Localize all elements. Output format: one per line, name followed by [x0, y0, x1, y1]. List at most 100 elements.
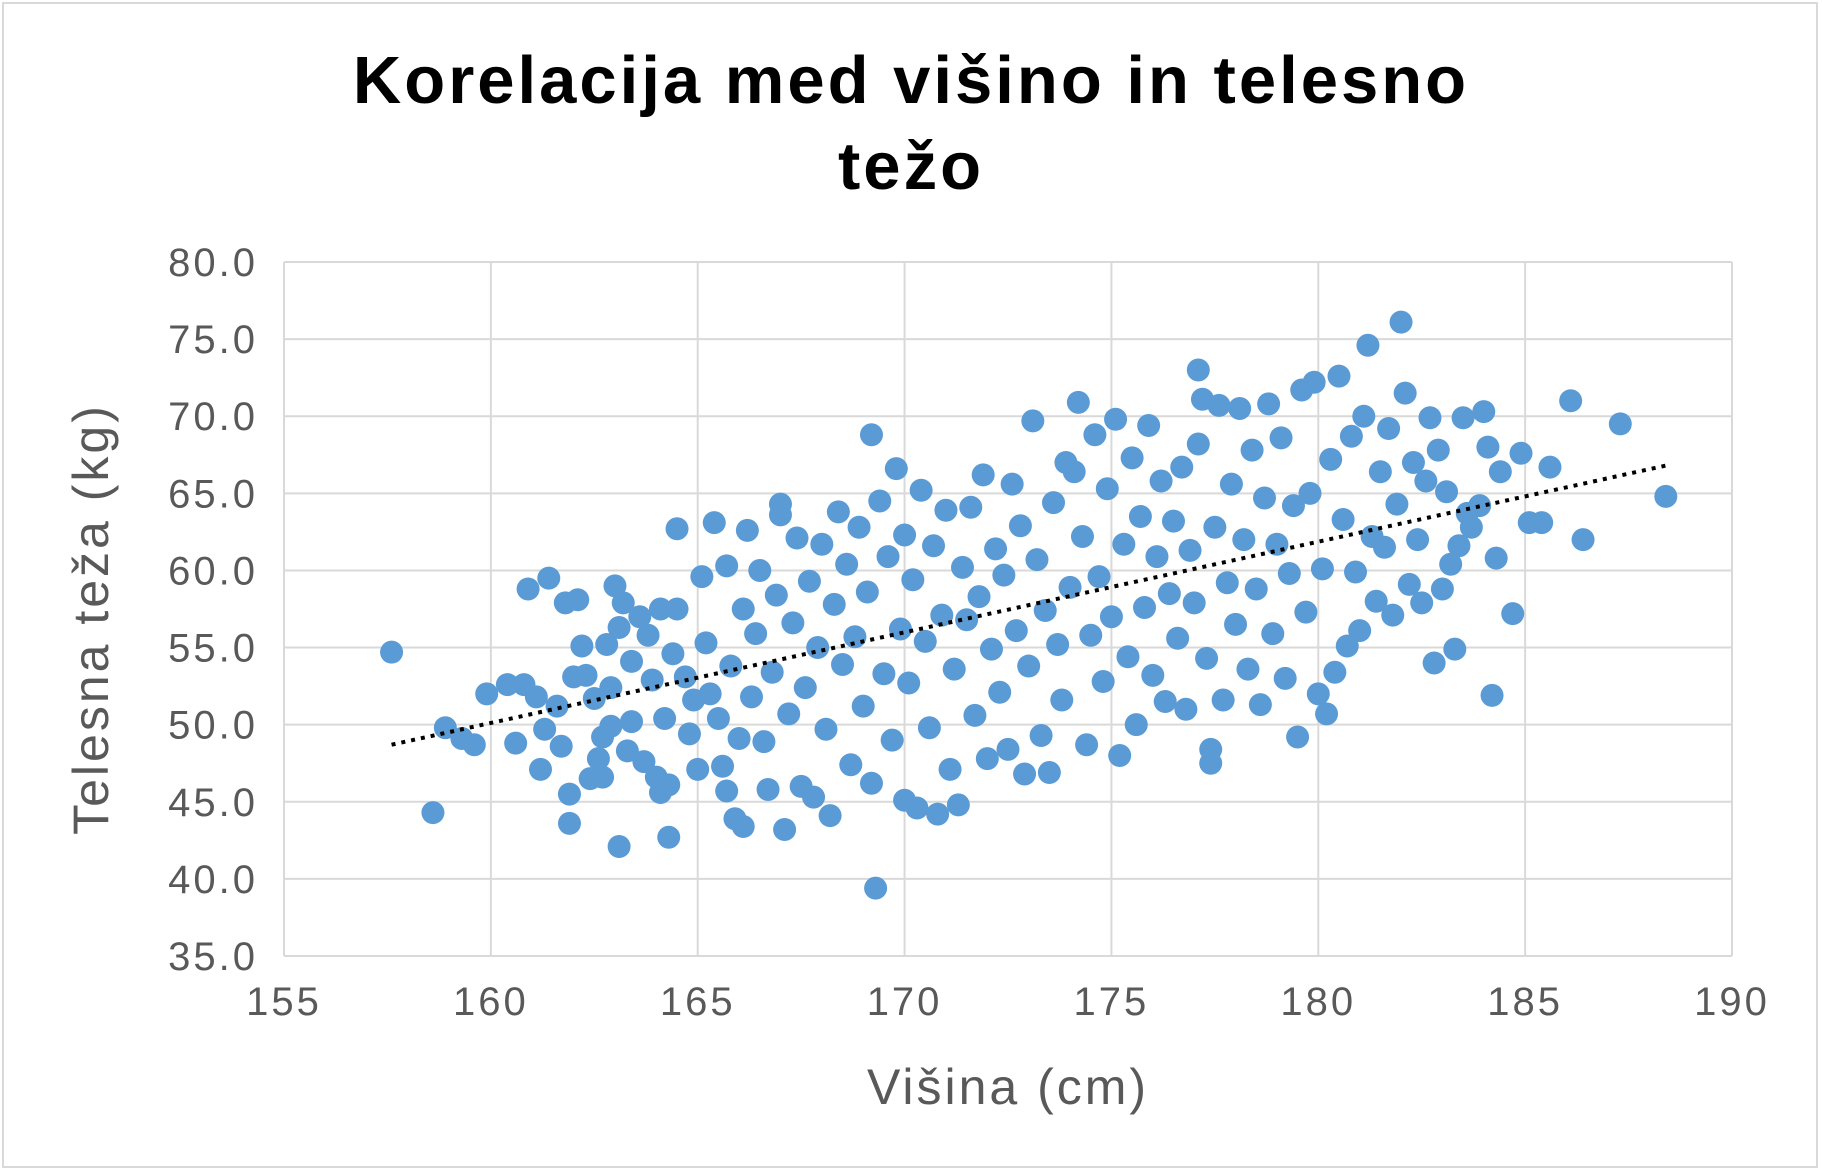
- data-point: [893, 523, 917, 547]
- data-point: [826, 500, 850, 524]
- data-point: [1253, 486, 1277, 510]
- y-tick-label: 35.0: [168, 935, 258, 979]
- data-point: [698, 682, 722, 706]
- data-point: [1029, 723, 1053, 747]
- data-point: [657, 773, 681, 797]
- data-point: [764, 583, 788, 607]
- y-tick-label: 40.0: [168, 858, 258, 902]
- data-point: [648, 597, 672, 621]
- data-point: [917, 716, 941, 740]
- data-point: [599, 714, 623, 738]
- data-point: [653, 706, 677, 730]
- data-point: [1319, 447, 1343, 471]
- data-point: [1137, 413, 1161, 437]
- data-point: [797, 569, 821, 593]
- data-point: [752, 730, 776, 754]
- data-point: [615, 739, 639, 763]
- data-point: [1257, 392, 1281, 416]
- data-point: [1000, 472, 1024, 496]
- data-point: [1099, 605, 1123, 629]
- data-point: [897, 671, 921, 695]
- data-point: [524, 685, 548, 709]
- data-point: [1157, 582, 1181, 606]
- data-point: [1315, 702, 1339, 726]
- chart-title: Korelacija med višino in telesno težo: [0, 38, 1822, 210]
- data-point: [1215, 571, 1239, 595]
- data-point: [1273, 666, 1297, 690]
- data-point: [955, 608, 979, 632]
- data-point: [1286, 725, 1310, 749]
- data-point: [657, 825, 681, 849]
- data-point: [1240, 438, 1264, 462]
- data-point: [1186, 358, 1210, 382]
- data-point: [1364, 589, 1388, 613]
- data-point: [1116, 645, 1140, 669]
- data-point: [702, 511, 726, 535]
- data-point: [715, 779, 739, 803]
- data-point: [529, 757, 553, 781]
- data-point: [1269, 426, 1293, 450]
- data-point: [984, 537, 1008, 561]
- data-point: [843, 625, 867, 649]
- data-point: [1559, 389, 1583, 413]
- data-point: [1480, 683, 1504, 707]
- data-point: [1571, 528, 1595, 552]
- data-point: [756, 777, 780, 801]
- data-point: [1182, 591, 1206, 615]
- data-point: [1410, 591, 1434, 615]
- data-point: [926, 802, 950, 826]
- data-point: [665, 597, 689, 621]
- data-point: [934, 498, 958, 522]
- data-point: [1468, 494, 1492, 518]
- data-point: [1083, 423, 1107, 447]
- data-point: [677, 722, 701, 746]
- data-point: [706, 706, 730, 730]
- data-point: [731, 597, 755, 621]
- data-point: [996, 737, 1020, 761]
- data-point: [1323, 660, 1347, 684]
- x-tick-label: 170: [867, 980, 943, 1024]
- data-point: [1372, 535, 1396, 559]
- data-point: [975, 747, 999, 771]
- data-point: [719, 654, 743, 678]
- data-point: [1199, 737, 1223, 761]
- data-point: [545, 694, 569, 718]
- data-point: [1112, 532, 1136, 556]
- y-axis-title: Telesna teža (kg): [63, 403, 119, 835]
- data-point: [628, 605, 652, 629]
- data-point: [1294, 600, 1318, 624]
- data-point: [831, 653, 855, 677]
- data-point: [1530, 511, 1554, 535]
- data-point: [1037, 760, 1061, 784]
- data-point: [686, 757, 710, 781]
- data-point: [1608, 412, 1632, 436]
- y-tick-label: 80.0: [168, 241, 258, 285]
- data-point: [1435, 480, 1459, 504]
- data-point: [1344, 560, 1368, 584]
- data-point: [1430, 577, 1454, 601]
- data-point: [1149, 469, 1173, 493]
- data-point: [694, 631, 718, 655]
- data-point: [1439, 552, 1463, 576]
- data-point: [1397, 572, 1421, 596]
- data-point: [1368, 460, 1392, 484]
- data-point: [1331, 508, 1355, 532]
- data-point: [1389, 310, 1413, 334]
- x-tick-label: 175: [1074, 980, 1150, 1024]
- data-point: [864, 876, 888, 900]
- data-point: [1091, 669, 1115, 693]
- data-point: [1385, 492, 1409, 516]
- data-point: [884, 457, 908, 481]
- data-point: [1501, 602, 1525, 626]
- data-point: [1070, 525, 1094, 549]
- data-point: [760, 660, 784, 684]
- data-point: [1046, 632, 1070, 656]
- chart-title-line-1: Korelacija med višino in telesno: [352, 43, 1470, 118]
- data-point: [1232, 528, 1256, 552]
- data-point: [1108, 744, 1132, 768]
- data-point: [1141, 663, 1165, 687]
- data-point: [1166, 626, 1190, 650]
- data-point: [1476, 435, 1500, 459]
- data-points: [380, 310, 1678, 900]
